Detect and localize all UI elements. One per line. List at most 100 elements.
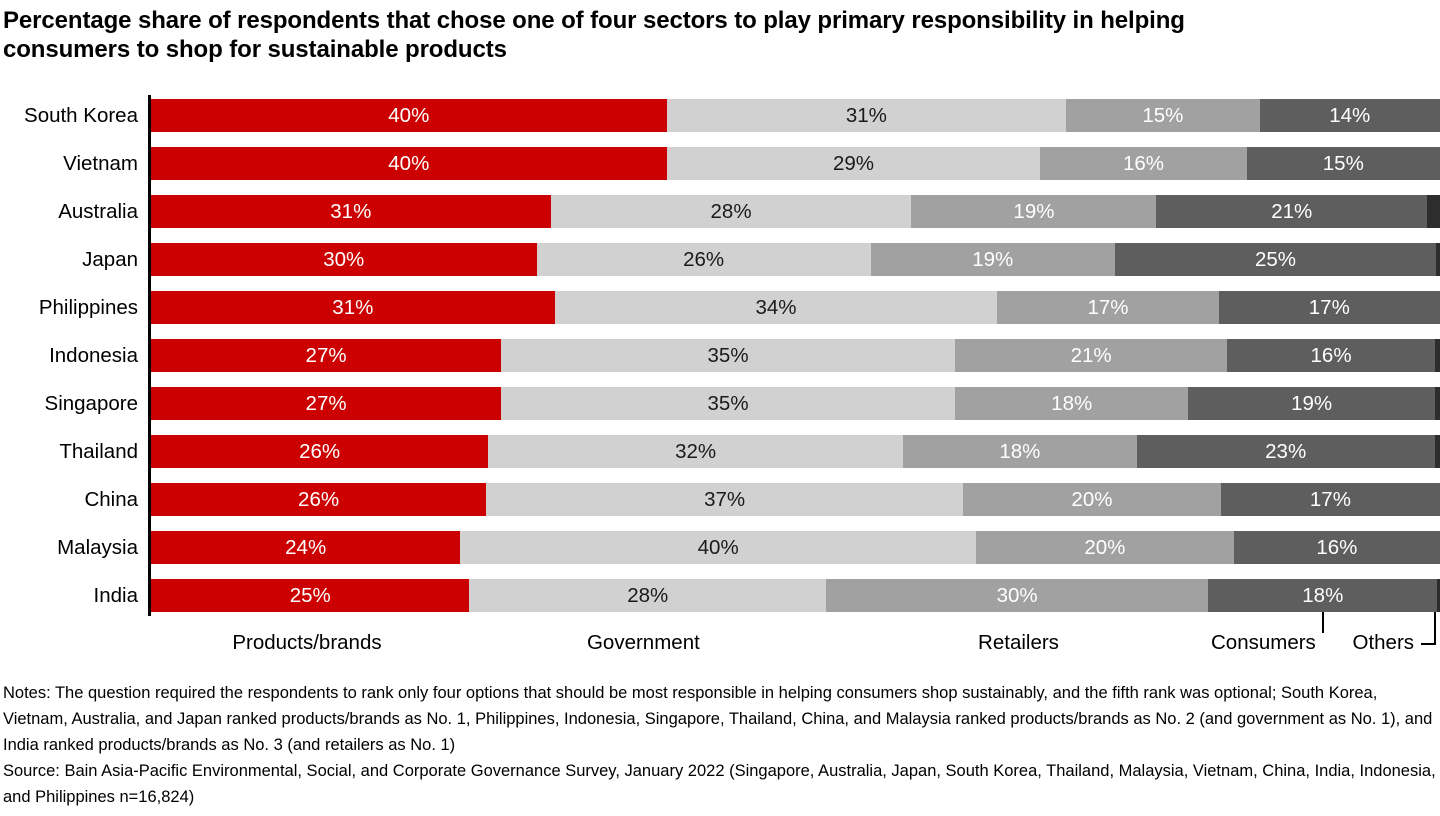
bar-row-malaysia: Malaysia 24% 40% 20% 16% — [0, 531, 1440, 564]
segment-products-brands: 27% — [151, 339, 502, 372]
segment-retailers: 15% — [1066, 99, 1260, 132]
segment-others — [1436, 243, 1440, 276]
segment-government: 34% — [554, 291, 998, 324]
segment-government: 35% — [501, 387, 955, 420]
stacked-bar: 40% 31% 15% 14% — [151, 99, 1440, 132]
segment-others — [1427, 195, 1440, 228]
stacked-bar: 27% 35% 21% 16% — [151, 339, 1440, 372]
notes-text: Notes: The question required the respond… — [3, 684, 1433, 754]
stacked-bar: 40% 29% 16% 15% — [151, 147, 1440, 180]
bar-rows: South Korea 40% 31% 15% 14% Vietnam 40% 29% 16% 1… — [0, 99, 1440, 612]
segment-consumers: 14% — [1259, 99, 1440, 132]
segment-consumers: 16% — [1227, 339, 1435, 372]
others-leader-line-vertical — [1434, 612, 1436, 645]
country-label: Singapore — [44, 392, 138, 415]
segment-products-brands: 26% — [151, 483, 487, 516]
segment-products-brands: 31% — [151, 291, 555, 324]
source-text: Source: Bain Asia-Pacific Environmental,… — [3, 762, 1436, 806]
legend-others: Others — [1352, 631, 1415, 654]
stacked-bar: 30% 26% 19% 25% — [151, 243, 1440, 276]
chart-title-line-1: Percentage share of respondents that cho… — [3, 7, 1185, 34]
segment-government: 37% — [486, 483, 964, 516]
country-label: China — [84, 488, 138, 511]
legend-products-brands: Products/brands — [232, 631, 382, 654]
bar-row-australia: Australia 31% 28% 19% 21% — [0, 195, 1440, 228]
segment-government: 35% — [501, 339, 955, 372]
country-label: Vietnam — [63, 152, 138, 175]
segment-consumers: 16% — [1233, 531, 1440, 564]
segment-government: 40% — [460, 531, 976, 564]
consumers-leader-line — [1322, 612, 1324, 633]
segment-retailers: 20% — [963, 483, 1221, 516]
segment-government: 28% — [550, 195, 912, 228]
country-label: Malaysia — [57, 536, 138, 559]
segment-products-brands: 26% — [151, 435, 489, 468]
legend-consumers: Consumers — [1211, 631, 1316, 654]
bar-row-south-korea: South Korea 40% 31% 15% 14% — [0, 99, 1440, 132]
bar-row-vietnam: Vietnam 40% 29% 16% 15% — [0, 147, 1440, 180]
country-label: Indonesia — [49, 344, 138, 367]
segment-government: 28% — [469, 579, 827, 612]
segment-products-brands: 31% — [151, 195, 551, 228]
segment-retailers: 30% — [826, 579, 1209, 612]
segment-products-brands: 25% — [151, 579, 470, 612]
segment-products-brands: 30% — [151, 243, 537, 276]
bar-row-philippines: Philippines 31% 34% 17% 17% — [0, 291, 1440, 324]
segment-government: 31% — [666, 99, 1067, 132]
country-label: Thailand — [59, 440, 138, 463]
legend-government: Government — [586, 631, 700, 654]
segment-consumers: 15% — [1246, 147, 1440, 180]
chart: South Korea 40% 31% 15% 14% Vietnam 40% 29% 16% 1… — [0, 95, 1440, 657]
y-axis-line — [148, 95, 151, 616]
segment-others — [1437, 579, 1440, 612]
stacked-bar: 26% 32% 18% 23% — [151, 435, 1440, 468]
stacked-bar: 27% 35% 18% 19% — [151, 387, 1440, 420]
stacked-bar: 24% 40% 20% 16% — [151, 531, 1440, 564]
country-label: Australia — [58, 200, 138, 223]
segment-others — [1434, 435, 1440, 468]
segment-government: 26% — [536, 243, 871, 276]
segment-consumers: 23% — [1136, 435, 1435, 468]
segment-retailers: 16% — [1040, 147, 1247, 180]
segment-others — [1434, 387, 1440, 420]
chart-title: Percentage share of respondents that cho… — [3, 6, 1440, 64]
bar-row-indonesia: Indonesia 27% 35% 21% 16% — [0, 339, 1440, 372]
country-label: Japan — [82, 248, 138, 271]
stacked-bar: 31% 28% 19% 21% — [151, 195, 1440, 228]
chart-title-line-2: consumers to shop for sustainable produc… — [3, 36, 507, 63]
segment-consumers: 17% — [1220, 483, 1440, 516]
others-leader-line-horizontal — [1421, 643, 1436, 645]
segment-consumers: 21% — [1156, 195, 1428, 228]
segment-retailers: 17% — [997, 291, 1219, 324]
segment-consumers: 17% — [1218, 291, 1440, 324]
segment-retailers: 20% — [975, 531, 1234, 564]
segment-products-brands: 40% — [151, 147, 667, 180]
segment-retailers: 19% — [870, 243, 1115, 276]
bar-row-japan: Japan 30% 26% 19% 25% — [0, 243, 1440, 276]
segment-products-brands: 24% — [151, 531, 461, 564]
segment-government: 29% — [666, 147, 1041, 180]
segment-consumers: 19% — [1188, 387, 1435, 420]
stacked-bar: 26% 37% 20% 17% — [151, 483, 1440, 516]
bar-row-singapore: Singapore 27% 35% 18% 19% — [0, 387, 1440, 420]
segment-retailers: 18% — [903, 435, 1137, 468]
segment-products-brands: 40% — [151, 99, 667, 132]
bar-row-india: India 25% 28% 30% 18% — [0, 579, 1440, 612]
segment-retailers: 18% — [954, 387, 1189, 420]
legend: Products/brands Government Retailers Con… — [151, 631, 1440, 657]
segment-consumers: 18% — [1208, 579, 1438, 612]
country-label: India — [93, 584, 138, 607]
segment-retailers: 21% — [954, 339, 1228, 372]
segment-others — [1434, 339, 1440, 372]
page: { "title": { "lines": [ "Percentage shar… — [0, 6, 1440, 816]
segment-government: 32% — [488, 435, 904, 468]
stacked-bar: 31% 34% 17% 17% — [151, 291, 1440, 324]
country-label: South Korea — [24, 104, 138, 127]
segment-products-brands: 27% — [151, 387, 502, 420]
bar-row-thailand: Thailand 26% 32% 18% 23% — [0, 435, 1440, 468]
segment-retailers: 19% — [911, 195, 1157, 228]
footer: Notes: The question required the respond… — [3, 680, 1437, 810]
legend-retailers: Retailers — [978, 631, 1059, 654]
bar-row-china: China 26% 37% 20% 17% — [0, 483, 1440, 516]
country-label: Philippines — [38, 296, 138, 319]
